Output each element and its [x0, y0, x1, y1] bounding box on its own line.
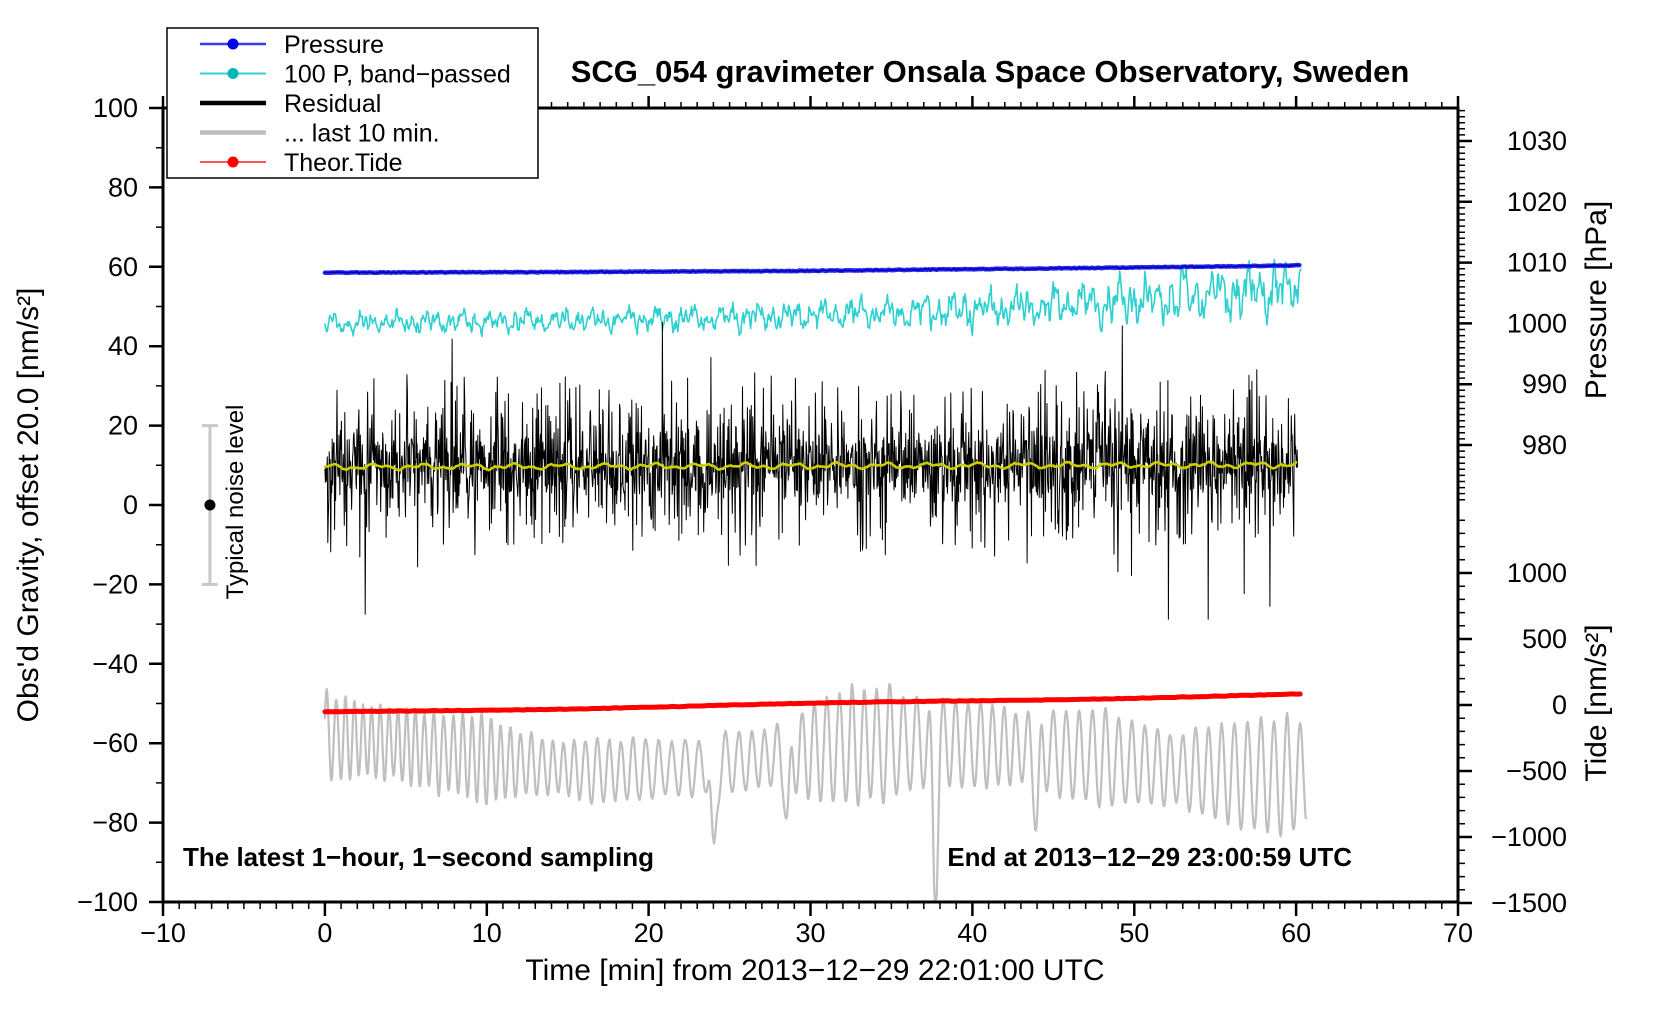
x-tick-label: 60: [1281, 918, 1311, 948]
gravity-tick-label: 40: [108, 331, 138, 361]
pressure-tick-label: 990: [1522, 369, 1567, 399]
gravity-tick-label: −20: [92, 569, 138, 599]
gravity-tick-label: 60: [108, 252, 138, 282]
x-axis-label: Time [min] from 2013−12−29 22:01:00 UTC: [525, 954, 1104, 987]
series-residual: [324, 321, 1299, 620]
legend-label-residual: Residual: [284, 90, 381, 118]
pressure-axis-label: Pressure [hPa]: [1580, 201, 1613, 399]
series-bandpassed: [324, 258, 1302, 338]
gravity-tick-label: 20: [108, 411, 138, 441]
noise-level-label: Typical noise level: [222, 405, 249, 600]
legend-item-bandpassed: 100 P, band−passed: [200, 61, 511, 89]
tide-tick-label: 500: [1522, 624, 1567, 654]
legend-sample-dot-pressure: [227, 38, 239, 50]
legend-item-theortide: Theor.Tide: [200, 149, 403, 177]
series-last10min: [323, 682, 1307, 902]
tide-tick-label: −1000: [1491, 822, 1567, 852]
noise-center-dot: [204, 499, 216, 511]
tide-tick-label: −1500: [1491, 888, 1567, 918]
legend-label-theortide: Theor.Tide: [284, 149, 403, 177]
tide-tick-label: 0: [1552, 690, 1567, 720]
series-residual-smoothed: [323, 460, 1298, 472]
tide-tick-label: −500: [1506, 756, 1567, 786]
gravity-tick-label: −60: [92, 728, 138, 758]
pressure-tick-label: 980: [1522, 430, 1567, 460]
major-ticks: [149, 96, 1472, 916]
end-time-note: End at 2013−12−29 23:00:59 UTC: [947, 842, 1352, 872]
gravity-tick-label: −40: [92, 649, 138, 679]
legend-label-bandpassed: 100 P, band−passed: [284, 61, 511, 89]
x-tick-label: 70: [1443, 918, 1473, 948]
legend-sample-dot-bandpassed: [227, 68, 239, 79]
gravity-tick-label: −100: [77, 887, 138, 917]
gravity-tick-label: 80: [108, 172, 138, 202]
tide-tick-label: 1000: [1507, 558, 1567, 588]
x-tick-label: 20: [634, 918, 664, 948]
series-theor-tide: [322, 691, 1303, 715]
x-tick-label: 0: [317, 918, 332, 948]
left-axis-label: Obs'd Gravity, offset 20.0 [nm/s²]: [12, 288, 45, 723]
x-tick-label: −10: [140, 918, 186, 948]
legend-item-last10: ... last 10 min.: [200, 120, 440, 148]
noise-level-marker: [201, 424, 218, 586]
minor-ticks: [156, 102, 1465, 909]
x-tick-label: 10: [472, 918, 502, 948]
legend-item-residual: Residual: [200, 90, 381, 118]
series-pressure-core: [324, 263, 1301, 275]
sampling-note: The latest 1−hour, 1−second sampling: [183, 842, 654, 872]
gravity-tick-label: 0: [123, 490, 138, 520]
pressure-tick-label: 1000: [1507, 308, 1567, 338]
gravity-tick-label: 100: [93, 93, 138, 123]
plot-frame-and-ticks: [149, 96, 1472, 916]
chart-title: SCG_054 gravimeter Onsala Space Observat…: [571, 54, 1410, 89]
gravity-tick-label: −80: [92, 808, 138, 838]
x-tick-label: 30: [795, 918, 825, 948]
pressure-tick-label: 1020: [1507, 187, 1567, 217]
legend-sample-dot-theortide: [227, 156, 239, 168]
tick-labels-layer: −10 0 10 20 30 40 50 60 70100806040200−20−40−60−…: [77, 93, 1567, 948]
pressure-tick-label: 1030: [1507, 126, 1567, 156]
legend-item-pressure: Pressure: [200, 31, 384, 59]
legend-label-pressure: Pressure: [284, 31, 384, 59]
data-series-layer: [322, 258, 1307, 902]
tide-axis-label: Tide [nm/s²]: [1580, 624, 1613, 781]
x-tick-label: 50: [1119, 918, 1149, 948]
legend-label-last10: ... last 10 min.: [284, 120, 440, 148]
pressure-tick-label: 1010: [1507, 248, 1567, 278]
x-tick-label: 40: [957, 918, 987, 948]
